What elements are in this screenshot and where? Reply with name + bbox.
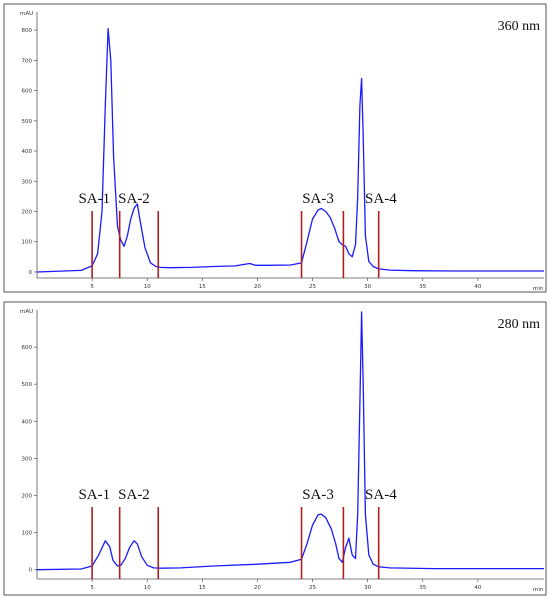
y-tick-label: 800 bbox=[22, 28, 33, 34]
x-tick-label: 30 bbox=[364, 284, 371, 290]
chart-marks-1: 0 100 200 300 400 500 600 5 10 15 20 25 30 35 40 SA-1 SA… bbox=[22, 311, 544, 591]
y-tick-label: 400 bbox=[22, 149, 33, 155]
fraction-label: SA-1 bbox=[78, 191, 110, 207]
wavelength-label: 360 nm bbox=[498, 19, 541, 34]
y-axis-unit: mAU bbox=[20, 11, 33, 17]
x-tick-label: 15 bbox=[199, 284, 206, 290]
y-tick-label: 200 bbox=[22, 494, 33, 500]
x-tick-label: 10 bbox=[144, 284, 151, 290]
y-tick-label: 500 bbox=[22, 119, 33, 125]
x-tick-label: 5 bbox=[90, 585, 94, 591]
y-tick-label: 0 bbox=[29, 568, 33, 574]
y-tick-label: 300 bbox=[22, 456, 33, 462]
x-tick-label: 15 bbox=[199, 585, 206, 591]
y-tick-label: 600 bbox=[22, 89, 33, 95]
x-tick-label: 25 bbox=[309, 585, 316, 591]
chromatogram-trace bbox=[36, 27, 544, 273]
y-tick-label: 300 bbox=[22, 179, 33, 185]
plot-area: mAU min 360 nm bbox=[20, 11, 544, 292]
y-tick-label: 0 bbox=[29, 270, 33, 276]
y-tick-label: 100 bbox=[22, 531, 33, 537]
x-axis-unit: min bbox=[533, 286, 544, 292]
chromatogram-trace bbox=[36, 311, 544, 571]
y-tick-label: 100 bbox=[22, 240, 33, 246]
x-tick-label: 5 bbox=[90, 284, 94, 290]
x-tick-label: 20 bbox=[254, 585, 261, 591]
fraction-label: SA-3 bbox=[302, 191, 334, 207]
fraction-label: SA-2 bbox=[118, 487, 150, 503]
y-tick-label: 500 bbox=[22, 382, 33, 388]
x-tick-label: 35 bbox=[419, 284, 426, 290]
y-tick-label: 600 bbox=[22, 345, 33, 351]
chart-marks-0: 0 100 200 300 400 500 600 700 800 5 10 15 20 25 30 35 40… bbox=[22, 27, 544, 290]
fraction-label: SA-4 bbox=[365, 191, 397, 207]
y-tick-label: 700 bbox=[22, 58, 33, 64]
y-tick-label: 400 bbox=[22, 419, 33, 425]
x-tick-label: 10 bbox=[144, 585, 151, 591]
fraction-label: SA-2 bbox=[118, 191, 150, 207]
plot-area: mAU min 280 nm bbox=[20, 309, 544, 593]
x-tick-label: 20 bbox=[254, 284, 261, 290]
x-tick-label: 30 bbox=[364, 585, 371, 591]
y-tick-label: 200 bbox=[22, 210, 33, 216]
y-axis-unit: mAU bbox=[20, 309, 33, 315]
fraction-label: SA-3 bbox=[302, 487, 334, 503]
fraction-label: SA-1 bbox=[78, 487, 110, 503]
x-tick-label: 35 bbox=[419, 585, 426, 591]
x-tick-label: 40 bbox=[474, 585, 481, 591]
x-axis-unit: min bbox=[533, 587, 544, 593]
wavelength-label: 280 nm bbox=[498, 317, 541, 332]
x-tick-label: 40 bbox=[474, 284, 481, 290]
panel-360nm: mAU min 360 nm bbox=[3, 3, 547, 293]
panel-frame bbox=[3, 3, 547, 293]
panel-280nm: mAU min 280 nm bbox=[3, 301, 547, 596]
x-tick-label: 25 bbox=[309, 284, 316, 290]
panel-frame bbox=[3, 301, 547, 596]
fraction-label: SA-4 bbox=[365, 487, 397, 503]
